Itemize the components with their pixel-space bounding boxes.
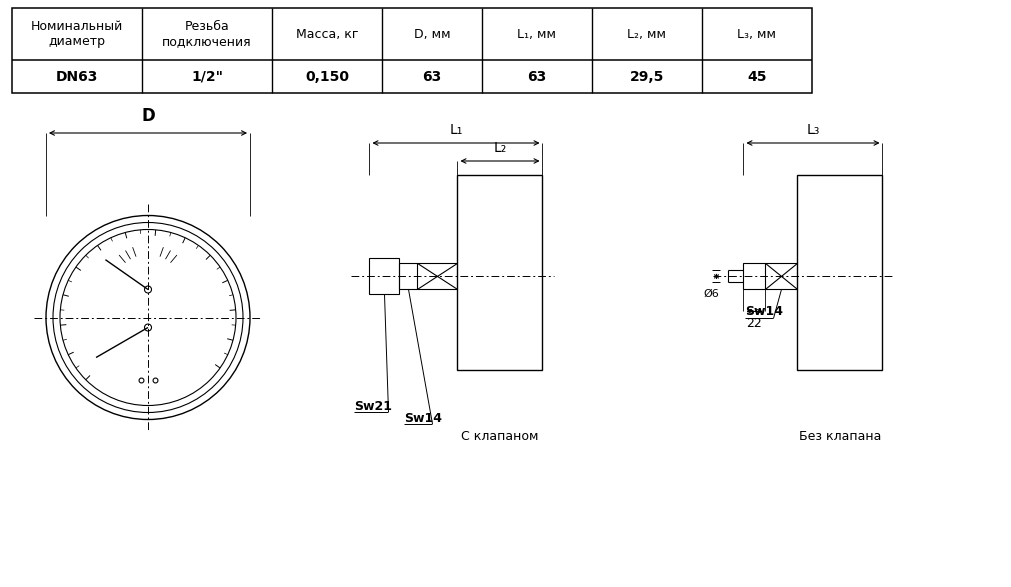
Text: Резьба
подключения: Резьба подключения: [162, 20, 252, 48]
Text: Sw21: Sw21: [354, 400, 392, 413]
Text: D: D: [141, 107, 155, 125]
Text: L₂, мм: L₂, мм: [627, 28, 666, 41]
Bar: [12, 8, 811, 93]
Text: Номинальный
диаметр: Номинальный диаметр: [31, 20, 123, 48]
Text: 29,5: 29,5: [629, 69, 663, 83]
Bar: [797, 175, 882, 370]
Circle shape: [145, 324, 152, 331]
Text: 63: 63: [527, 69, 546, 83]
Bar: [399, 264, 418, 289]
Text: L₃: L₃: [806, 123, 819, 137]
Text: Sw14: Sw14: [404, 412, 442, 425]
Text: L₂: L₂: [493, 141, 507, 155]
Text: 22: 22: [746, 318, 761, 330]
Bar: [743, 264, 764, 289]
Bar: [369, 258, 399, 295]
Text: L₃, мм: L₃, мм: [737, 28, 775, 41]
Text: Sw14: Sw14: [745, 305, 783, 318]
Text: DN63: DN63: [56, 69, 98, 83]
Text: 45: 45: [746, 69, 766, 83]
Text: 0,150: 0,150: [304, 69, 349, 83]
Text: D, мм: D, мм: [413, 28, 450, 41]
Text: Масса, кг: Масса, кг: [295, 28, 358, 41]
Text: L₁, мм: L₁, мм: [517, 28, 556, 41]
Bar: [457, 175, 542, 370]
Circle shape: [145, 286, 152, 293]
Text: Ø6: Ø6: [703, 288, 719, 298]
Text: 63: 63: [422, 69, 441, 83]
Text: С клапаном: С клапаном: [461, 430, 538, 443]
Text: L₁: L₁: [449, 123, 462, 137]
Text: 1/2": 1/2": [191, 69, 222, 83]
Text: Без клапана: Без клапана: [798, 430, 881, 443]
